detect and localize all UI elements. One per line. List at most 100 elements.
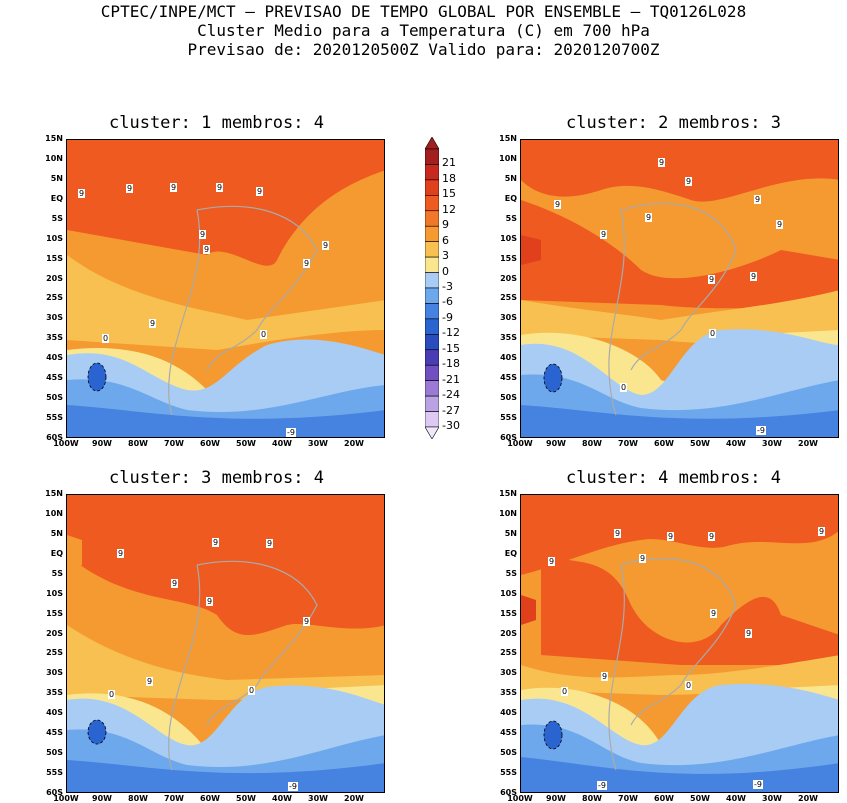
- colorbar: [424, 136, 440, 440]
- lon-tick-label: 100W: [507, 794, 533, 803]
- lat-tick-label: 15S: [46, 253, 63, 263]
- lon-tick-label: 90W: [546, 439, 566, 448]
- colorbar-segment: [424, 148, 440, 165]
- contour-label: 9: [256, 187, 264, 196]
- lon-tick-label: 60W: [654, 439, 674, 448]
- lat-tick-label: 10S: [500, 588, 517, 598]
- colorbar-top-arrow: [424, 136, 440, 150]
- contour-label: 9: [146, 677, 154, 686]
- lon-tick-label: 80W: [582, 794, 602, 803]
- contour-label: 9: [212, 538, 220, 547]
- lat-tick-label: 50S: [46, 748, 63, 758]
- lat-tick-label: 50S: [46, 393, 63, 403]
- colorbar-segment: [424, 349, 440, 366]
- lon-tick-label: 60W: [200, 794, 220, 803]
- lon-tick-label: 20W: [798, 439, 818, 448]
- colorbar-segment: [424, 364, 440, 381]
- lat-tick-label: 25S: [46, 648, 63, 658]
- panel-3-title: cluster: 3 membros: 4: [109, 468, 324, 488]
- colorbar-label: -15: [442, 341, 460, 355]
- colorbar-segment: [424, 164, 440, 181]
- colorbar-segment: [424, 210, 440, 227]
- main-title-line2: Cluster Medio para a Temperatura (C) em …: [197, 21, 650, 40]
- panel-2-title: cluster: 2 membros: 3: [566, 113, 781, 133]
- colorbar-segment: [424, 241, 440, 258]
- lon-tick-label: 60W: [654, 794, 674, 803]
- lat-tick-label: 10S: [46, 233, 63, 243]
- lat-tick-label: 15N: [45, 489, 63, 498]
- lat-tick-label: 15S: [500, 253, 517, 263]
- lon-tick-label: 100W: [53, 794, 79, 803]
- lat-tick-label: 15S: [500, 608, 517, 618]
- lon-tick-label: 50W: [236, 794, 256, 803]
- colorbar-segment: [424, 195, 440, 212]
- lon-tick-label: 20W: [798, 794, 818, 803]
- panel-2-map: [520, 139, 839, 438]
- lon-tick-label: 90W: [92, 794, 112, 803]
- colorbar-label: 0: [442, 264, 449, 278]
- lon-tick-label: 40W: [726, 439, 746, 448]
- colorbar-segment: [424, 256, 440, 273]
- lon-tick-label: 100W: [507, 439, 533, 448]
- contour-label: 9: [600, 230, 608, 239]
- contour-label: 9: [745, 629, 753, 638]
- lat-tick-label: 10N: [45, 153, 63, 163]
- contour-label: 9: [199, 230, 207, 239]
- contour-label: -9: [753, 780, 763, 789]
- contour-label: 0: [685, 681, 693, 690]
- contour-label: 9: [117, 549, 125, 558]
- lon-tick-label: 50W: [690, 439, 710, 448]
- colorbar-label: 18: [442, 171, 456, 185]
- colorbar-segment: [424, 395, 440, 412]
- contour-label: 9: [322, 241, 330, 250]
- contour-label: 0: [248, 686, 256, 695]
- lat-tick-label: 60S: [46, 788, 63, 797]
- lat-tick-label: 35S: [500, 333, 517, 343]
- contour-label: 9: [216, 183, 224, 192]
- contour-label: 9: [203, 245, 211, 254]
- colorbar-bottom-arrow: [424, 426, 440, 440]
- lat-tick-label: 5N: [504, 528, 517, 538]
- lat-tick-label: 50S: [500, 393, 517, 403]
- lon-tick-label: 80W: [128, 439, 148, 448]
- lat-tick-label: 15N: [499, 489, 517, 498]
- lat-tick-label: 20S: [500, 273, 517, 283]
- lon-tick-label: 70W: [164, 794, 184, 803]
- colorbar-label: -24: [442, 388, 460, 402]
- main-title-line1: CPTEC/INPE/MCT – PREVISAO DE TEMPO GLOBA…: [100, 2, 747, 21]
- panel-1-title: cluster: 1 membros: 4: [109, 113, 324, 133]
- lat-tick-label: 10N: [45, 508, 63, 518]
- lon-tick-label: 90W: [92, 439, 112, 448]
- lat-tick-label: 5S: [505, 213, 517, 223]
- panel-3-map: [66, 494, 385, 793]
- lat-tick-label: 20S: [500, 628, 517, 638]
- lat-tick-label: 25S: [46, 293, 63, 303]
- lat-tick-label: 35S: [500, 688, 517, 698]
- lat-tick-label: 60S: [500, 433, 517, 442]
- colorbar-label: -12: [442, 326, 460, 340]
- contour-label: 0: [709, 329, 717, 338]
- lon-tick-label: 30W: [308, 794, 328, 803]
- contour-label: 9: [149, 319, 157, 328]
- colorbar-segment: [424, 225, 440, 242]
- lon-tick-label: 50W: [236, 439, 256, 448]
- lon-tick-label: 90W: [546, 794, 566, 803]
- lon-tick-label: 40W: [272, 439, 292, 448]
- colorbar-segment: [424, 380, 440, 397]
- contour-label: 9: [708, 275, 716, 284]
- lon-tick-label: 80W: [582, 439, 602, 448]
- lat-tick-label: 5N: [504, 173, 517, 183]
- colorbar-label: 15: [442, 187, 456, 201]
- contour-label: 9: [548, 557, 556, 566]
- colorbar-segment: [424, 318, 440, 335]
- panel-1-map: [66, 139, 385, 438]
- lat-tick-label: 10N: [499, 508, 517, 518]
- contour-label: 0: [108, 690, 116, 699]
- lat-tick-label: 10N: [499, 153, 517, 163]
- lat-tick-label: 25S: [500, 293, 517, 303]
- contour-label: -9: [288, 782, 298, 791]
- panel-4-map: [520, 494, 839, 793]
- lat-tick-label: 45S: [46, 373, 63, 383]
- colorbar-label: -30: [442, 419, 460, 432]
- lat-tick-label: 25S: [500, 648, 517, 658]
